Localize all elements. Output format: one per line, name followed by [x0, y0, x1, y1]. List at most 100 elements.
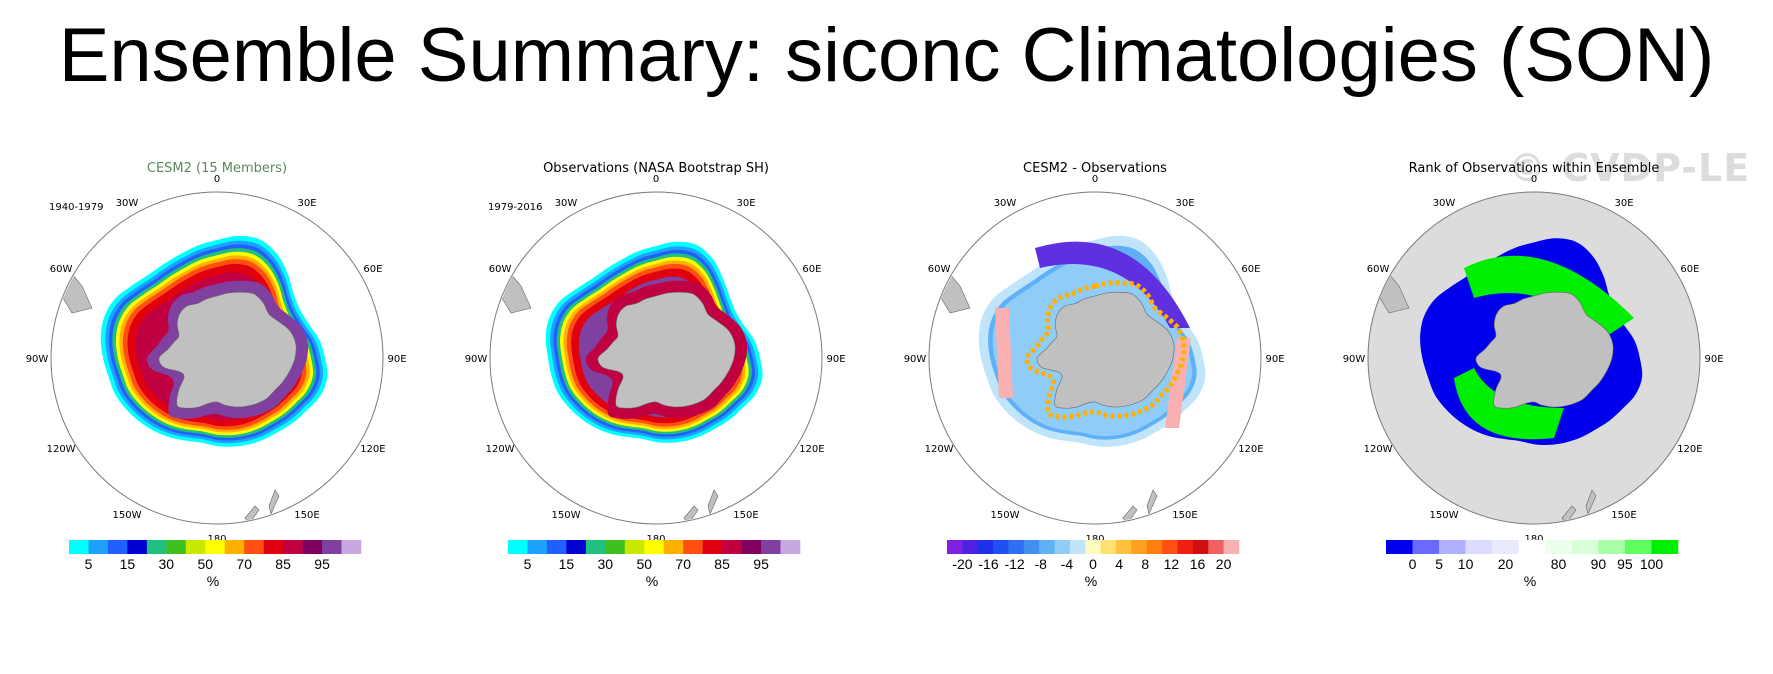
colorbar-swatch: [1008, 540, 1025, 554]
colorbar-tick-label: 20: [1216, 556, 1232, 572]
colorbar-swatch: [166, 540, 187, 554]
panel-difference: 0 30E 60E 90E 120E 150E 180 150W 120W 90W 60W 30W CE…: [903, 160, 1343, 660]
longitude-label: 30W: [1433, 198, 1456, 209]
colorbar-tick-label: 15: [559, 556, 575, 572]
panel-title: CESM2 (15 Members): [147, 161, 287, 176]
colorbar-tick-label: 30: [598, 556, 614, 572]
colorbar-swatch: [1177, 540, 1194, 554]
colorbar-tick-label: 12: [1164, 556, 1180, 572]
colorbar-swatch: [1492, 540, 1519, 554]
colorbar-tick-label: 95: [753, 556, 769, 572]
longitude-label: 30E: [736, 198, 755, 209]
colorbar-swatch: [977, 540, 994, 554]
panel-cesm2: 0 30E 60E 90E 120E 150E 180 150W 120W 90W 60W 30W CE…: [25, 160, 465, 660]
longitude-label: 60E: [363, 264, 382, 275]
colorbar-swatch: [1162, 540, 1178, 554]
longitude-label: 30E: [1175, 198, 1194, 209]
colorbar-tick-label: 85: [275, 556, 291, 572]
colorbar-swatch: [702, 540, 723, 554]
colorbar-units: %: [207, 573, 219, 589]
colorbar-tick-label: 85: [714, 556, 730, 572]
longitude-label: 120W: [486, 444, 515, 455]
longitude-label: 90E: [1265, 354, 1284, 365]
longitude-label: 180: [207, 534, 226, 545]
colorbar-tick-label: 90: [1591, 556, 1607, 572]
longitude-label: 150E: [1172, 510, 1197, 521]
antarctica-landmass: [597, 291, 736, 409]
longitude-label: 60E: [1241, 264, 1260, 275]
difference-positive-west: [995, 308, 1013, 398]
panel-title: Observations (NASA Bootstrap SH): [543, 161, 769, 176]
longitude-label: 90E: [1704, 354, 1723, 365]
longitude-label: 90E: [826, 354, 845, 365]
panel-observations: 0 30E 60E 90E 120E 150E 180 150W 120W 90W 60W 30W Ob…: [464, 160, 904, 660]
longitude-label: 120E: [360, 444, 385, 455]
colorbar-units: %: [1085, 573, 1097, 589]
colorbar-swatch: [1146, 540, 1163, 554]
colorbar-swatch: [1624, 540, 1652, 554]
colorbar-swatch: [1192, 540, 1209, 554]
colorbar-tick-label: 16: [1190, 556, 1206, 572]
colorbar-swatch: [722, 540, 742, 554]
colorbar-tick-label: -8: [1034, 556, 1047, 572]
colorbar-swatch: [283, 540, 303, 554]
colorbar-swatch: [1023, 540, 1040, 554]
colorbar-swatch: [663, 540, 684, 554]
colorbar-swatch: [780, 540, 801, 554]
longitude-label: 30W: [116, 198, 139, 209]
period-label: 1940-1979: [49, 202, 104, 213]
colorbar-tick-label: 95: [1617, 556, 1633, 572]
colorbar-swatch: [127, 540, 148, 554]
longitude-label: 150W: [113, 510, 142, 521]
colorbar-tick-label: -20: [952, 556, 972, 572]
panel-rank: 0 30E 60E 90E 120E 150E 180 150W 120W 90W 60W 30W Ra…: [1342, 160, 1773, 660]
panel-title: CESM2 - Observations: [1023, 161, 1167, 176]
longitude-label: 120E: [799, 444, 824, 455]
longitude-label: 30E: [1614, 198, 1633, 209]
colorbar-tick-label: 15: [120, 556, 136, 572]
colorbar-tick-label: 80: [1551, 556, 1567, 572]
antarctica-landmass: [1036, 291, 1175, 409]
new-zealand-landmass: [1146, 489, 1158, 515]
longitude-label: 0: [1531, 174, 1537, 185]
colorbar-tick-label: 4: [1115, 556, 1123, 572]
panel-title: Rank of Observations within Ensemble: [1409, 161, 1660, 176]
watermark: © CVDP-LE: [1508, 146, 1751, 190]
longitude-label: 30E: [297, 198, 316, 209]
colorbar-swatch: [322, 540, 342, 554]
longitude-label: 150W: [1430, 510, 1459, 521]
colorbar-tick-label: 30: [159, 556, 175, 572]
colorbar-units: %: [646, 573, 658, 589]
colorbar-units: %: [1524, 573, 1536, 589]
colorbar-swatch: [1223, 540, 1240, 554]
longitude-label: 150E: [1611, 510, 1636, 521]
longitude-label: 90W: [1343, 354, 1366, 365]
colorbar-swatch: [1598, 540, 1626, 554]
colorbar-swatch: [508, 540, 528, 554]
colorbar-swatch: [947, 540, 963, 554]
longitude-label: 120W: [47, 444, 76, 455]
colorbar-swatch: [224, 540, 245, 554]
colorbar-swatch: [244, 540, 264, 554]
colorbar-swatch: [1518, 540, 1546, 554]
colorbar-swatch: [146, 540, 167, 554]
colorbar-tick-label: 70: [236, 556, 252, 572]
period-label: 1979-2016: [488, 202, 543, 213]
antarctica-landmass: [1475, 291, 1614, 409]
colorbar-tick-label: 70: [675, 556, 691, 572]
colorbar-swatch: [1039, 540, 1055, 554]
colorbar-swatch: [566, 540, 587, 554]
colorbar-swatch: [993, 540, 1009, 554]
colorbar-swatch: [761, 540, 781, 554]
main-title: Ensemble Summary: siconc Climatologies (…: [58, 13, 1715, 98]
colorbar: 0 5 10 20 80 90 95 100%: [1386, 540, 1679, 589]
longitude-label: 150W: [991, 510, 1020, 521]
colorbar-swatch: [1100, 540, 1117, 554]
colorbar-tick-label: 5: [524, 556, 532, 572]
colorbar-swatch: [205, 540, 226, 554]
colorbar-tick-label: 95: [314, 556, 330, 572]
longitude-label: 120W: [1364, 444, 1393, 455]
colorbar-tick-label: 8: [1141, 556, 1149, 572]
colorbar-tick-label: 5: [85, 556, 93, 572]
colorbar-swatch: [624, 540, 645, 554]
